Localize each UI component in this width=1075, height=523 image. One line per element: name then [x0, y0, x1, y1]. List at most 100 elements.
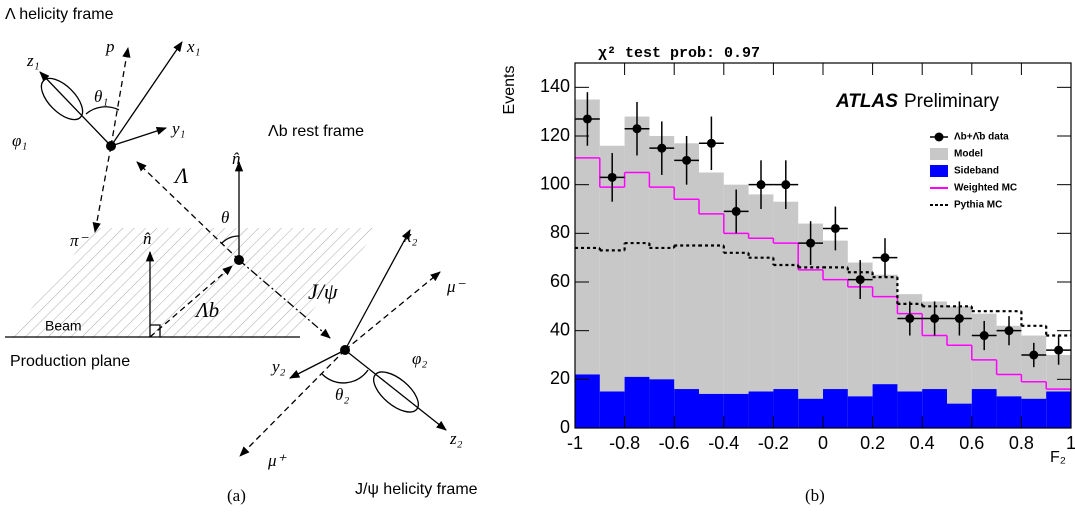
- x-tick-label: -0.4: [708, 433, 739, 453]
- particle-label: Λb: [194, 298, 219, 322]
- y2-arrow: [289, 349, 346, 379]
- x-tick-label: 0.2: [860, 433, 885, 453]
- right-angle: [150, 324, 161, 337]
- hist-bar: [723, 393, 749, 428]
- theta1-arc: [85, 106, 120, 115]
- hist-bar: [575, 99, 600, 428]
- diagram: Λ helicity frame p x₁ z₁ θ₁ y₁ φ₁ π⁻ Λb …: [5, 6, 478, 505]
- hist-bar: [748, 391, 774, 428]
- axis-label: n̂: [143, 229, 152, 248]
- data-point: [979, 331, 989, 341]
- hist-bar: [823, 389, 848, 428]
- chart: (b) χ² test prob: 0.97 ATLAS Preliminary…: [501, 45, 1075, 505]
- data-point: [806, 238, 816, 248]
- hist-bar: [674, 143, 699, 429]
- x-tick-label: -0.2: [758, 433, 789, 453]
- legend-label: Weighted MC: [954, 183, 1017, 194]
- hist-bar: [748, 194, 774, 428]
- hist-bar: [624, 376, 650, 428]
- plane-label: Production plane: [10, 353, 130, 370]
- legend-label: Model: [954, 149, 983, 160]
- axis-label: n̂: [232, 149, 241, 168]
- phi1-rotation: [40, 77, 84, 121]
- y-tick-label: 120: [540, 125, 570, 145]
- annotation: ATLAS: [835, 91, 898, 112]
- data-point: [756, 180, 766, 190]
- y1-arrow: [110, 126, 167, 147]
- hist-bar: [575, 374, 600, 428]
- x-tick-label: -0.6: [659, 433, 690, 453]
- data-point: [1054, 345, 1064, 355]
- angle-label: θ: [221, 208, 229, 227]
- y-tick-label: 80: [550, 222, 570, 242]
- beam-label: Beam: [45, 318, 82, 334]
- legend-label: Pythia MC: [954, 200, 1002, 211]
- y-tick-label: 60: [550, 271, 570, 291]
- data-point: [880, 253, 890, 263]
- mu-minus-arrow: [344, 271, 441, 351]
- particle-label: Λ: [173, 163, 189, 188]
- hist-bar: [624, 116, 650, 429]
- lambda-arrow: [136, 161, 240, 261]
- hist-bar: [798, 398, 823, 428]
- phi2-rotation: [373, 371, 419, 413]
- data-point: [682, 155, 692, 165]
- legend-swatch: [934, 132, 944, 142]
- hist-bar: [922, 389, 947, 428]
- x-axis-label: F₂: [1050, 449, 1066, 466]
- axis-label: z₂: [449, 429, 463, 448]
- hist-bar: [699, 172, 724, 428]
- hist-bar: [1021, 398, 1047, 428]
- hist-bar: [996, 396, 1022, 428]
- angle-label: φ₂: [412, 349, 427, 368]
- y-tick-label: 20: [550, 368, 570, 388]
- annotation: χ² test prob: 0.97: [598, 45, 760, 62]
- axis-label: y₁: [170, 119, 185, 138]
- hist-bar: [971, 389, 997, 428]
- data-point: [632, 124, 642, 134]
- y-axis-label: Events: [501, 66, 518, 115]
- legend-swatch: [930, 148, 948, 160]
- data-point: [607, 172, 617, 182]
- z2-arrow: [344, 349, 447, 431]
- hist-bar: [897, 391, 923, 428]
- annotation: Preliminary: [904, 91, 1000, 112]
- y-tick-label: 100: [540, 173, 570, 193]
- hist-bar: [847, 396, 873, 428]
- legend-label: Sideband: [954, 166, 999, 177]
- angle-label: φ₁: [12, 131, 27, 150]
- particle-label: J/ψ: [308, 279, 338, 304]
- hist-bar: [674, 389, 699, 428]
- pion-arrow: [92, 145, 112, 234]
- y-tick-label: 0: [560, 417, 570, 437]
- hist-bar: [699, 393, 724, 428]
- data-point: [657, 143, 667, 153]
- data-point: [830, 223, 840, 233]
- x-tick-label: 0.6: [959, 433, 984, 453]
- data-point: [1029, 350, 1039, 360]
- production-plane: [8, 228, 380, 338]
- axis-label: y₂: [270, 357, 286, 376]
- p-arrow: [110, 46, 131, 147]
- frame-title: Λb rest frame: [268, 123, 364, 140]
- x-tick-label: -1: [567, 433, 583, 453]
- angle-label: θ₁: [94, 87, 108, 106]
- particle-label: μ⁻: [446, 277, 467, 296]
- axis-label: p: [105, 37, 115, 56]
- x1-arrow: [110, 41, 183, 147]
- frame-title: J/ψ helicity frame: [355, 481, 478, 498]
- data-point: [781, 180, 791, 190]
- x-tick-label: 0.8: [1009, 433, 1034, 453]
- legend-label: Λb+Λ̄b data: [954, 132, 1009, 143]
- data-point: [954, 314, 964, 323]
- x2-arrow: [344, 229, 411, 351]
- axis-label: x₂: [403, 227, 418, 246]
- data-point: [855, 275, 865, 285]
- y-tick-label: 140: [540, 76, 570, 96]
- z1-arrow: [39, 71, 112, 147]
- y-tick-label: 40: [550, 319, 570, 339]
- particle-label: π⁻: [70, 231, 90, 250]
- hist-bar: [599, 391, 625, 428]
- angle-label: θ₂: [335, 385, 349, 404]
